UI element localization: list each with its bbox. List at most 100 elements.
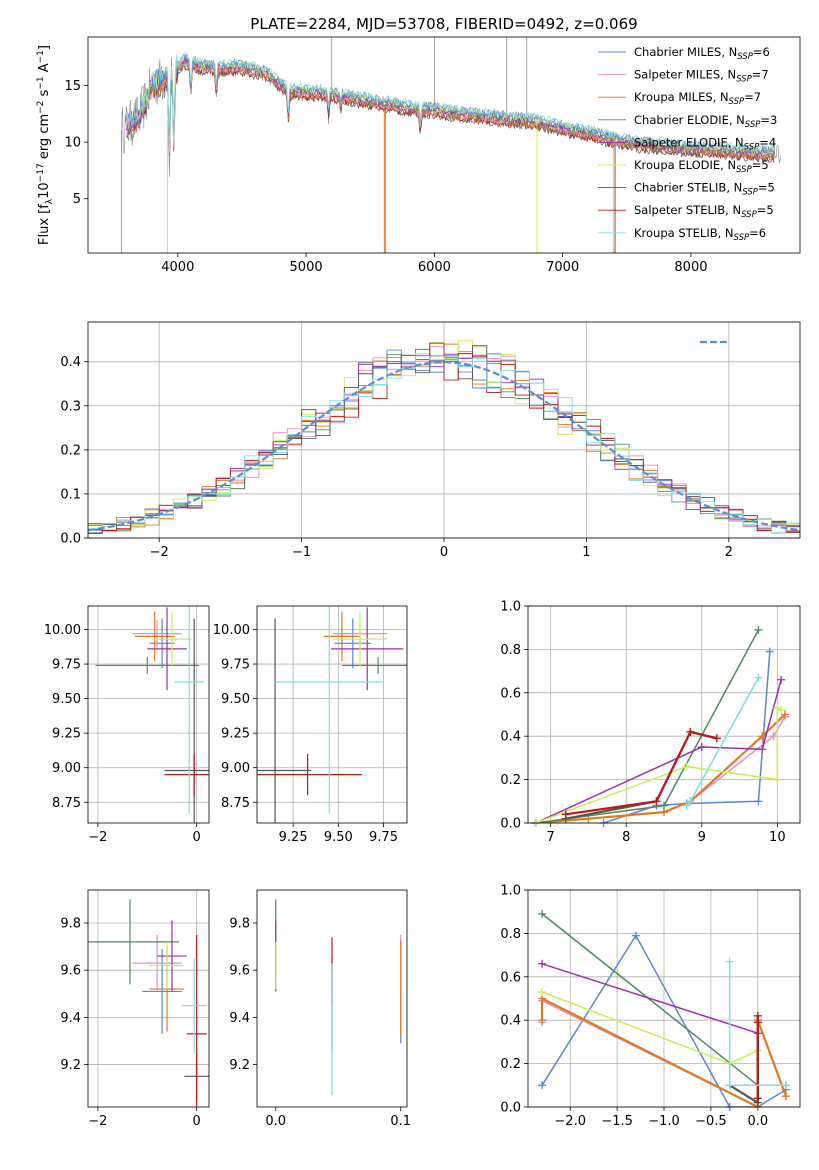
residuals-xtick-label: 1 <box>582 545 590 560</box>
weight-age-xtick-label: 10 <box>769 830 786 845</box>
weight-z-series-marker <box>725 957 734 966</box>
spectrum-axes: 4000 5000 6000 7000 8000 5 10 15 <box>64 79 707 275</box>
mass-ebv-ytick-label: 9.2 <box>229 1058 250 1073</box>
spectrum-xtick-label: 8000 <box>674 260 707 275</box>
weight-age-series-marker <box>712 734 721 743</box>
mass-ebv-xtick-label: 0.0 <box>265 1114 286 1129</box>
residuals-xtick-label: 2 <box>725 545 733 560</box>
mass-z-frame <box>87 889 210 1108</box>
mass-ebv-ytick-label: 9.4 <box>229 1011 250 1026</box>
residual-histogram-line <box>88 342 800 533</box>
weight-z-ytick-label: 0.4 <box>500 1014 521 1029</box>
mass-ebv-ytick-label: 9.6 <box>229 964 250 979</box>
residuals-xtick-label: −2 <box>150 545 169 560</box>
age-z-xtick-label: 0 <box>193 830 201 845</box>
spectrum-ylabel-part: erg cm <box>37 114 52 163</box>
weight-age-series-marker <box>754 625 763 634</box>
spectrum-ylabel-part: Flux [f <box>37 204 52 245</box>
spectrum-legend-entry: Salpeter MILES, NSSP=7 <box>634 68 769 85</box>
spectrum-ytick-label: 10 <box>64 136 81 151</box>
weight-age-series-marker <box>780 710 789 719</box>
weight-age-frame <box>527 605 801 824</box>
age-mass-xtick-label: 9.75 <box>369 830 398 845</box>
spectrum-legend-sub: SSP <box>729 97 745 107</box>
spectrum-model-line <box>126 52 775 153</box>
weight-z-series-line <box>541 934 787 1107</box>
weight-age-xtick-label: 8 <box>622 830 630 845</box>
spectrum-ylabel-part: 10 <box>37 182 52 199</box>
residuals-ytick-label: 0.2 <box>60 443 81 458</box>
weight-z-series-marker <box>538 959 547 968</box>
spectrum-legend-count: =3 <box>760 113 777 127</box>
weight-age-series-marker <box>652 797 661 806</box>
age-mass-ytick-label: 8.75 <box>221 796 250 811</box>
weight-z-xtick-label: −2.0 <box>554 1114 586 1129</box>
spectrum-legend-label: Salpeter STELIB, N <box>634 203 741 217</box>
weight-age-series-marker <box>697 743 706 752</box>
residuals-frame <box>87 321 801 539</box>
spectrum-legend-count: =7 <box>752 68 769 82</box>
weight-age-ytick-label: 0.6 <box>500 686 521 701</box>
weight-z-series-marker <box>631 931 640 940</box>
age-mass-xtick-label: 9.25 <box>279 830 308 845</box>
spectrum-legend-count: =7 <box>744 90 761 104</box>
weight-z-series-marker <box>781 1092 790 1101</box>
age-z-frame <box>87 605 210 824</box>
age-mass-ytick-label: 9.00 <box>221 761 250 776</box>
weight-age-ytick-label: 0.2 <box>500 773 521 788</box>
spectrum-ylabel-part: A <box>37 63 52 76</box>
weight-age-series-line <box>565 730 718 816</box>
mass-z-xtick-label: 0 <box>193 1114 201 1129</box>
weight-age-xtick-label: 9 <box>698 830 706 845</box>
spectrum-legend-entry: Salpeter ELODIE, NSSP=4 <box>634 135 776 152</box>
weight-age-series-marker <box>754 673 763 682</box>
spectrum-legend-sub: SSP <box>736 165 752 175</box>
residuals-ytick-label: 0.3 <box>60 399 81 414</box>
spectrum-legend-sub: SSP <box>741 210 757 220</box>
age-mass-xtick-label: 9.50 <box>324 830 353 845</box>
spectrum-legend-label: Kroupa MILES, N <box>634 90 729 104</box>
spectrum-legend-entry: Kroupa STELIB, NSSP=6 <box>634 226 766 243</box>
mass-z-xtick-label: −2 <box>88 1114 107 1129</box>
age-mass-axes: 9.25 9.50 9.75 8.75 9.00 9.25 9.50 9.75 10.00 <box>213 606 407 845</box>
mass-ebv-ytick-label: 9.8 <box>229 917 250 932</box>
spectrum-legend-sub: SSP <box>737 52 753 62</box>
weight-z-ytick-label: 0.6 <box>500 970 521 985</box>
weight-age-series-marker <box>765 647 774 656</box>
mass-z-axes: −2 0 9.2 9.4 9.6 9.8 <box>60 890 209 1129</box>
age-z-ytick-label: 8.75 <box>52 796 81 811</box>
weight-age-series-marker <box>660 801 668 810</box>
mass-z-ytick-label: 9.4 <box>60 1011 81 1026</box>
spectrum-legend-label: Chabrier ELODIE, N <box>634 113 745 127</box>
spectrum-frame <box>87 36 801 254</box>
weight-z-series-marker <box>538 1081 547 1090</box>
age-mass-ytick-label: 9.50 <box>221 692 250 707</box>
age-z-ytick-label: 9.25 <box>52 727 81 742</box>
weight-age-series-marker <box>682 801 691 810</box>
weight-z-series-line <box>540 996 787 1107</box>
weight-age-ytick-label: 0.8 <box>500 643 521 658</box>
residuals-ytick-label: 0.4 <box>60 355 81 370</box>
weight-z-series-marker <box>725 1081 734 1090</box>
weight-age-series-marker <box>561 810 570 819</box>
spectrum-xtick-label: 7000 <box>546 260 579 275</box>
spectrum-legend-label: Salpeter MILES, N <box>634 68 736 82</box>
spectrum-legend-label: Kroupa ELODIE, N <box>634 158 736 172</box>
gaussian-curve <box>88 361 800 532</box>
weight-z-ytick-label: 1.0 <box>500 884 521 899</box>
weight-age-series-marker <box>686 797 695 806</box>
age-z-xtick-label: −2 <box>88 830 107 845</box>
spectrum-legend-sub: SSP <box>744 142 760 152</box>
spectrum-xtick-label: 6000 <box>418 260 451 275</box>
weight-age-series-line <box>535 679 782 823</box>
mass-ebv-xtick-label: 0.1 <box>390 1114 411 1129</box>
spectrum-legend-entry: Chabrier STELIB, NSSP=5 <box>634 181 775 198</box>
age-z-ytick-label: 9.50 <box>52 692 81 707</box>
age-mass-ytick-label: 9.25 <box>221 727 250 742</box>
spectrum-legend-sub: SSP <box>745 120 761 130</box>
weight-age-series-marker <box>777 675 786 684</box>
weight-z-series-marker <box>753 1018 762 1027</box>
spectrum-legend-label: Kroupa STELIB, N <box>634 226 734 240</box>
